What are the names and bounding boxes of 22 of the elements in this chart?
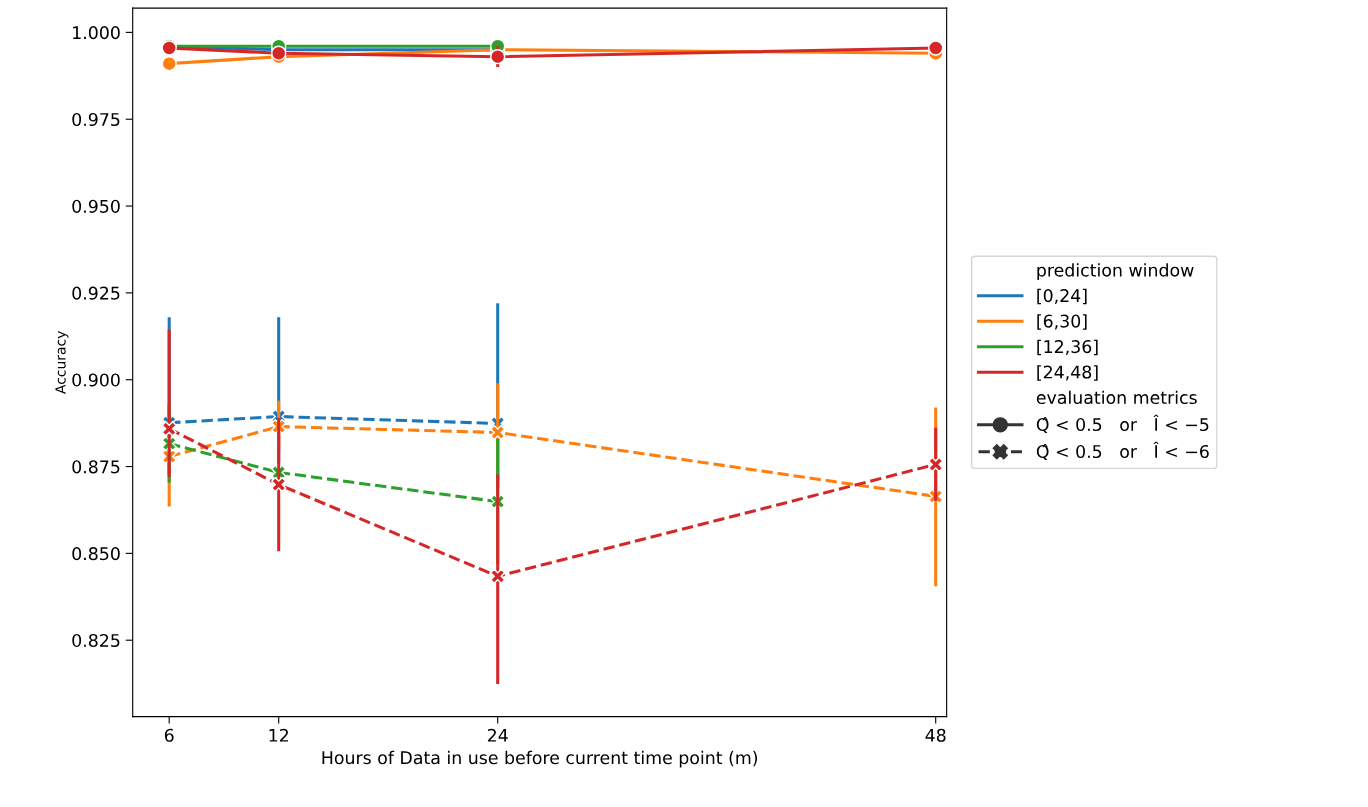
legend-label: [12,36] bbox=[1037, 339, 1098, 356]
y-tick-label: 0.875 bbox=[72, 460, 120, 474]
x-tick-label: 24 bbox=[487, 728, 508, 742]
legend-title: prediction window bbox=[1037, 263, 1194, 281]
y-tick-label: 0.900 bbox=[72, 373, 120, 387]
x-tick-label: 48 bbox=[925, 728, 946, 742]
y-tick-label: 0.925 bbox=[72, 286, 120, 300]
legend-label: [0,24] bbox=[1037, 288, 1087, 305]
text: evaluation metrics bbox=[1036, 390, 1197, 405]
y-tick-label: 0.850 bbox=[72, 547, 120, 561]
text: Q̂ < 0.5 or Î < −5 bbox=[1036, 414, 1209, 434]
y-tick-label: 0.950 bbox=[72, 199, 120, 213]
legend-label: [24,48] bbox=[1037, 365, 1098, 381]
x-axis-title: Hours of Data in use before current time point (m) bbox=[322, 750, 758, 768]
x-tick-label: 6 bbox=[164, 728, 174, 742]
y-tick-label: 0.975 bbox=[72, 112, 120, 127]
y-tick-label: 0.825 bbox=[72, 633, 120, 648]
y-axis-title: Accuracy bbox=[55, 331, 69, 394]
x-tick-label: 12 bbox=[269, 728, 288, 742]
text: Q̂ < 0.5 or Î < −6 bbox=[1036, 441, 1209, 461]
legend-label: [6,30] bbox=[1037, 314, 1087, 330]
y-tick-label: 1.000 bbox=[73, 26, 120, 40]
